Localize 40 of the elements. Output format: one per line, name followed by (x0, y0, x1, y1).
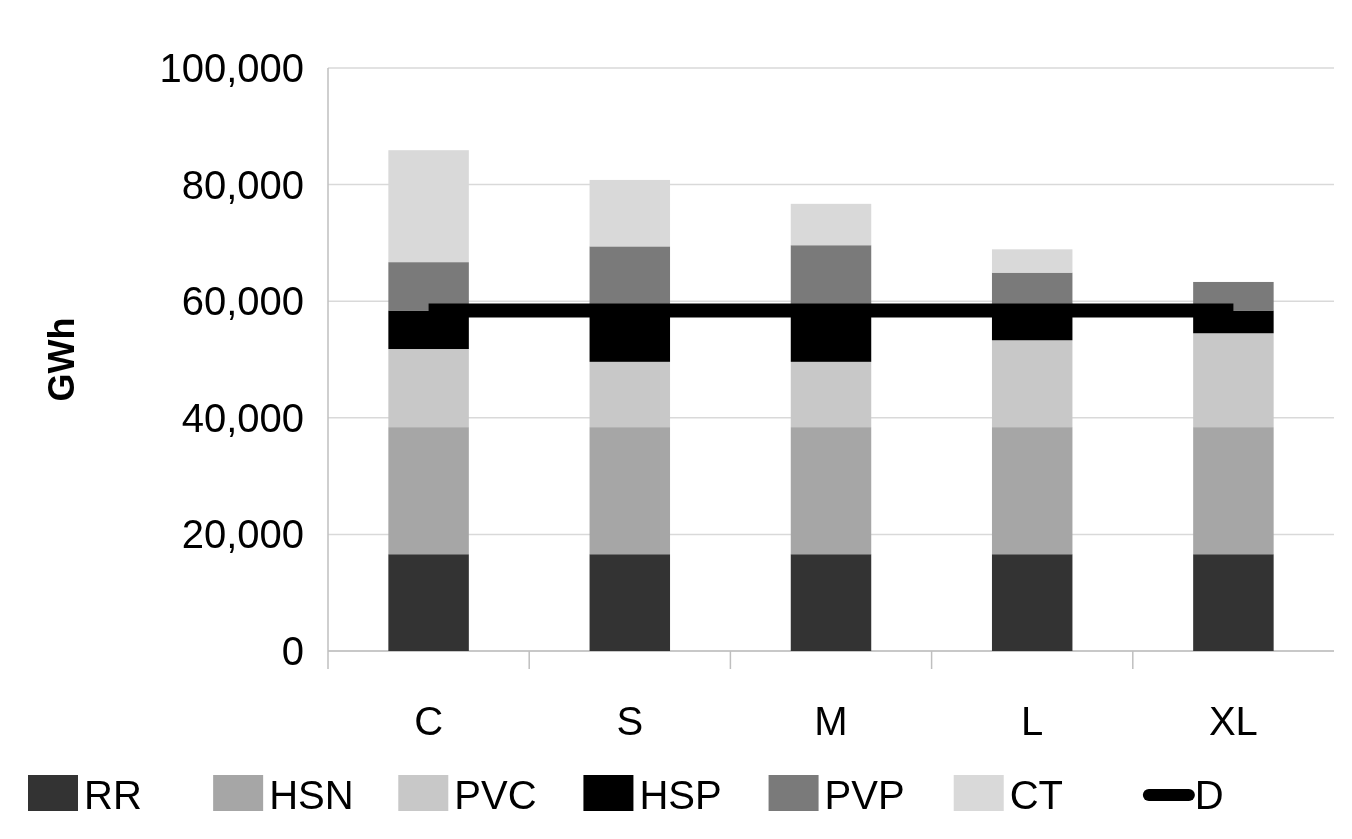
x-tick-label: S (616, 699, 644, 743)
bar (1193, 554, 1274, 651)
x-tick-label: M (814, 699, 848, 743)
y-tick-label: 100,000 (159, 46, 304, 90)
legend-label: D (1194, 773, 1224, 817)
bar (1193, 333, 1274, 428)
bar (589, 427, 671, 555)
bar (790, 361, 872, 428)
bar (991, 554, 1073, 651)
bar (991, 249, 1073, 273)
y-tick-label: 60,000 (181, 279, 304, 324)
bar (388, 554, 469, 651)
y-tick-label: 40,000 (181, 395, 304, 440)
x-tick-label: L (1021, 699, 1044, 743)
y-tick-label: 20,000 (181, 512, 304, 557)
y-tick-label: 80,000 (181, 162, 304, 207)
legend-label: RR (84, 773, 142, 817)
bar (790, 427, 872, 555)
bar (991, 427, 1073, 555)
bar (790, 245, 872, 304)
legend-label: PVP (824, 773, 905, 817)
bar (991, 340, 1073, 428)
bar (388, 427, 469, 555)
bar (589, 246, 671, 304)
bar (991, 272, 1073, 304)
bar (388, 262, 469, 311)
legend-label: HSN (269, 773, 354, 817)
bar (589, 554, 671, 651)
x-tick-label: XL (1208, 699, 1258, 743)
legend-label: HSP (639, 773, 722, 817)
bar (388, 349, 469, 428)
bar (589, 361, 671, 428)
x-tick-label: C (414, 699, 444, 743)
bar (790, 554, 872, 651)
legend-label: CT (1009, 773, 1064, 817)
y-axis-title: GWh (41, 317, 82, 402)
legend-label: PVC (454, 773, 537, 817)
bar (790, 203, 872, 246)
bar (1193, 427, 1274, 555)
y-tick-label: 0 (281, 629, 304, 673)
